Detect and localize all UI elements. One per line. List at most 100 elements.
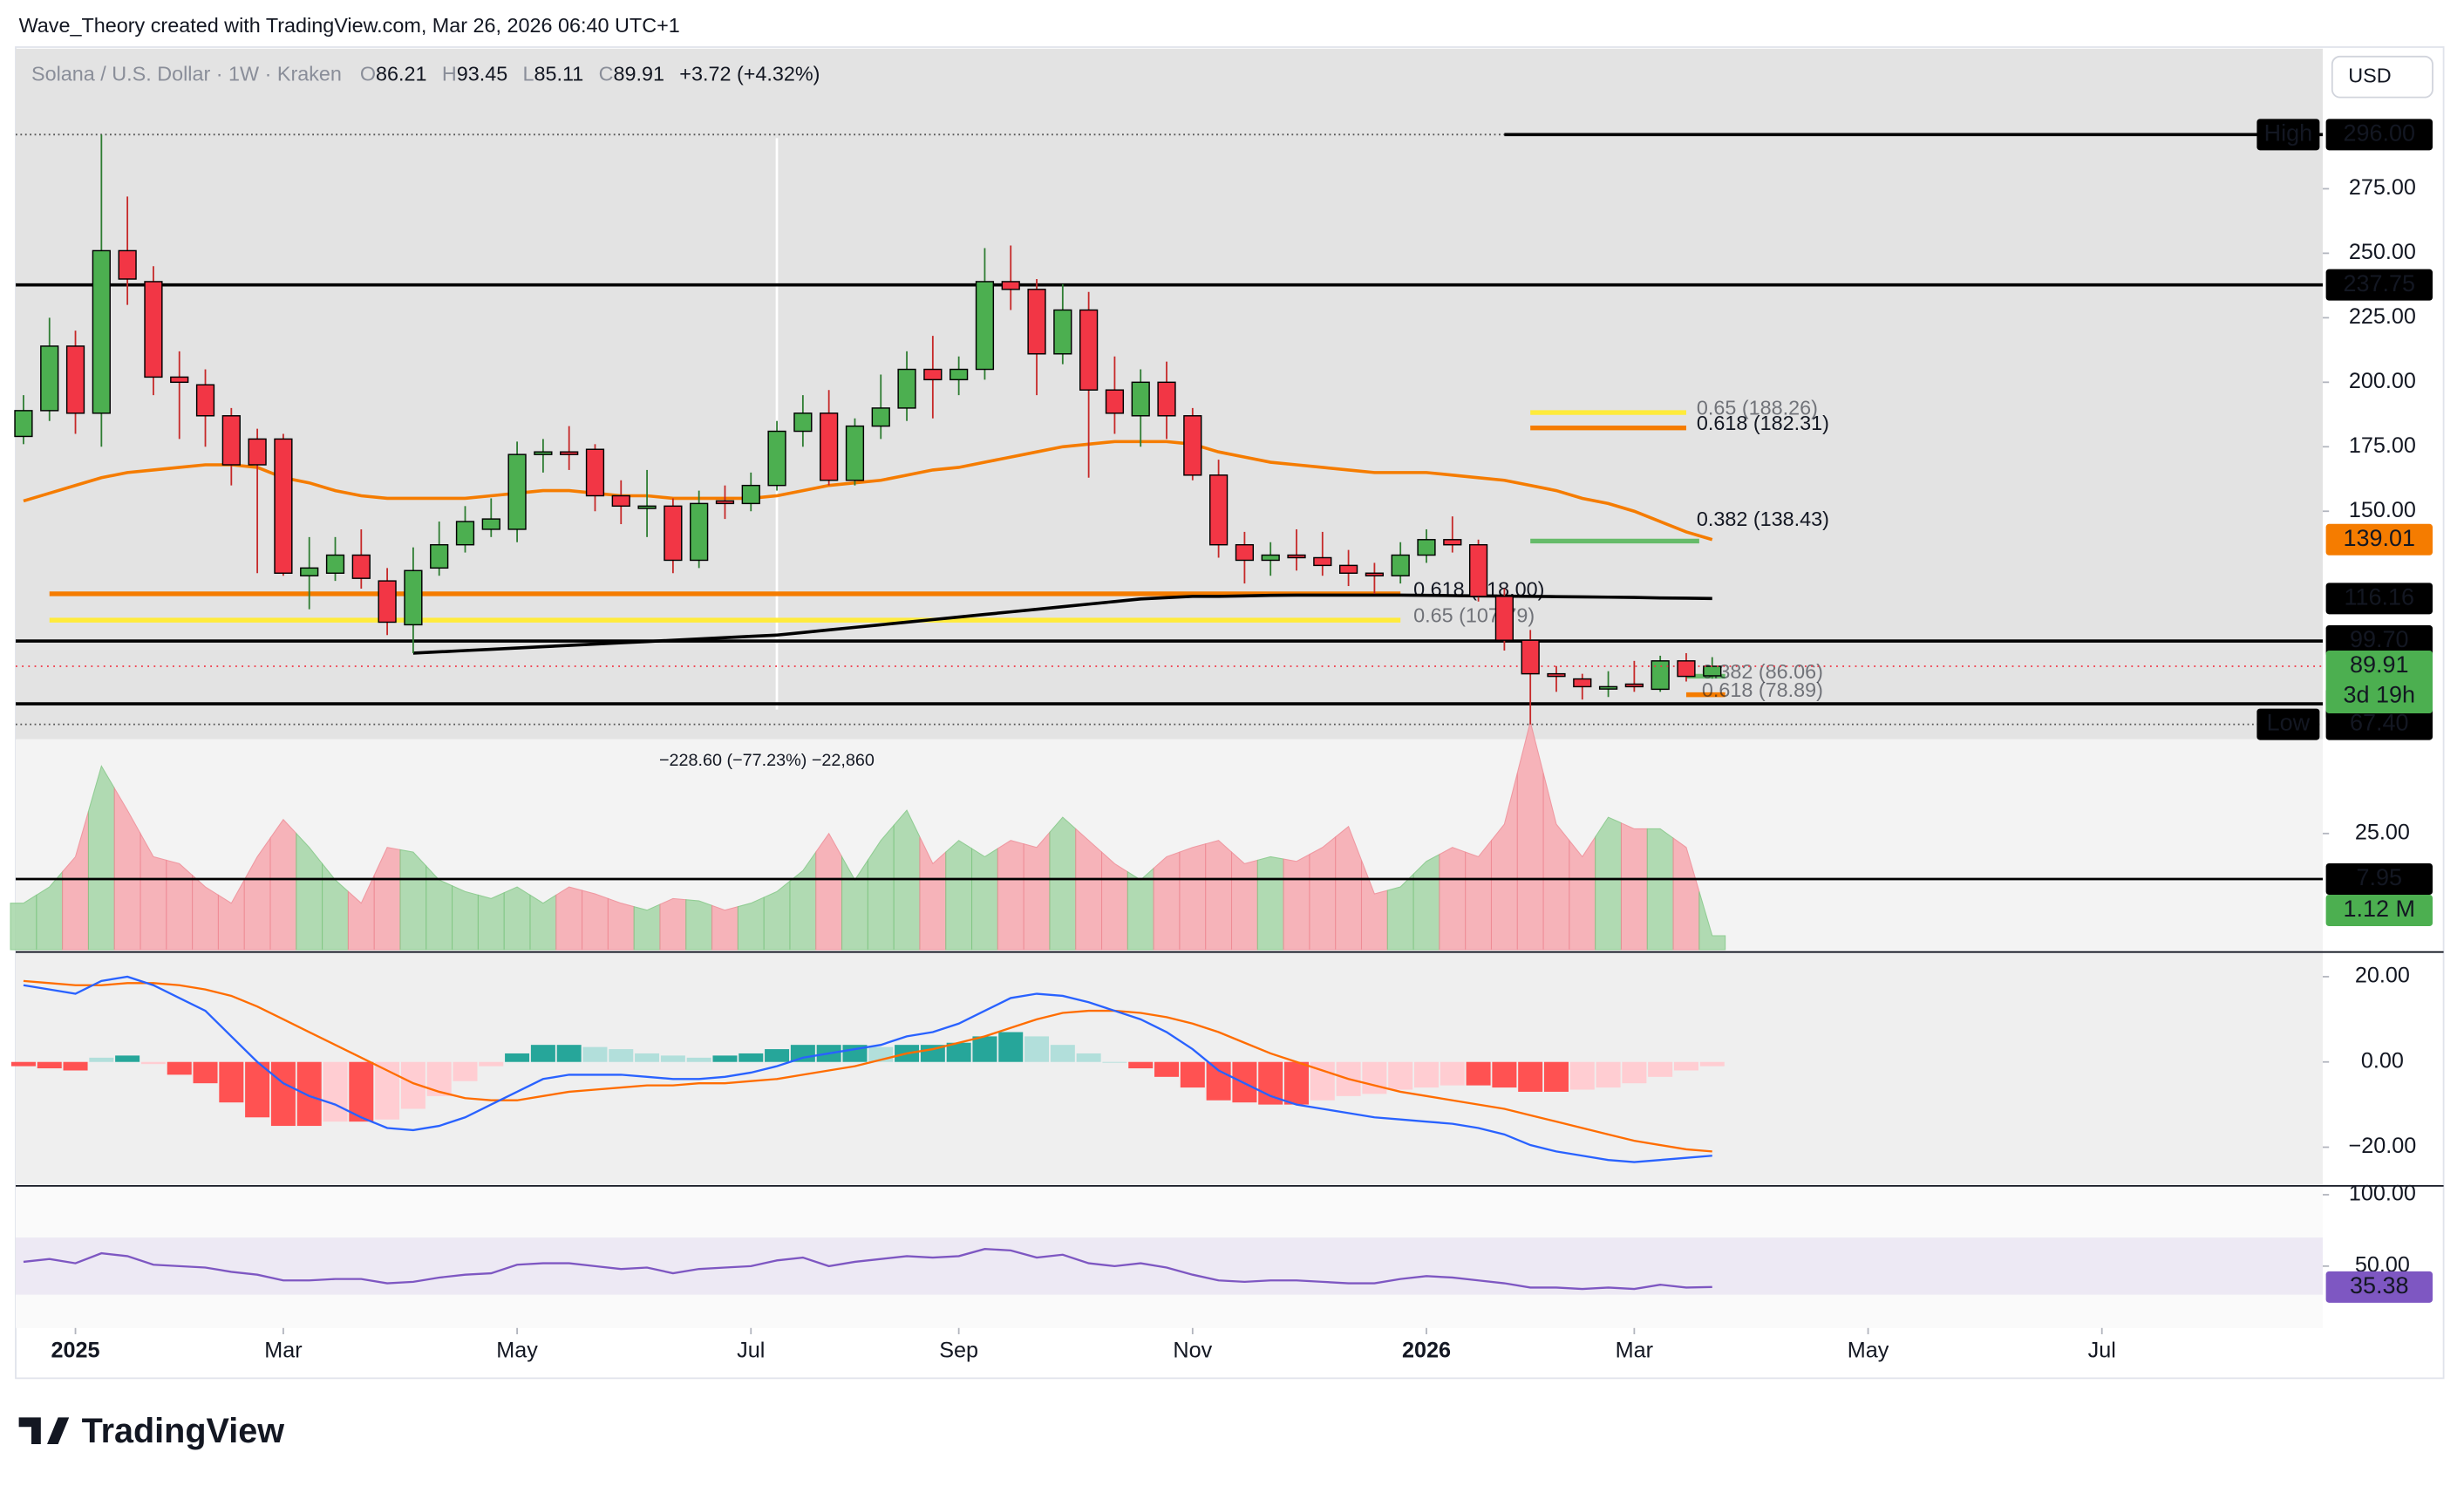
fib-label: 0.382 (138.43): [1697, 508, 1829, 530]
candle-body: [1651, 660, 1670, 691]
currency-button[interactable]: [2331, 55, 2433, 99]
candle-body: [741, 484, 760, 505]
macd-histogram: [219, 1061, 244, 1103]
volume-area: [555, 886, 583, 951]
price-tag: [2325, 1271, 2433, 1303]
attribution: Wave_Theory created with TradingView.com…: [19, 14, 680, 37]
rsi-band: [16, 1237, 2323, 1295]
volume-area: [1075, 828, 1103, 951]
candle-body: [560, 451, 579, 455]
volume-area: [1542, 773, 1570, 951]
candle-body: [1365, 572, 1385, 576]
macd-line: [23, 975, 1712, 1163]
candle-body: [871, 407, 890, 427]
level-tag: [2256, 708, 2320, 740]
volume-area: [1335, 825, 1363, 951]
volume-area: [1126, 867, 1154, 951]
candle-body: [897, 368, 916, 409]
volume-area: [1049, 816, 1077, 951]
macd-histogram: [739, 1053, 764, 1062]
macd-histogram: [1518, 1061, 1543, 1092]
candle-body: [507, 453, 527, 530]
candle-body: [1598, 685, 1618, 690]
macd-histogram: [1673, 1061, 1698, 1071]
symbol: Solana / U.S. Dollar · 1W · Kraken: [31, 63, 342, 85]
volume-area: [1386, 873, 1414, 951]
macd-histogram: [1569, 1061, 1595, 1090]
macd-histogram: [998, 1032, 1024, 1062]
candle-body: [1079, 309, 1099, 391]
candle-body: [793, 412, 813, 433]
candle-body: [1494, 596, 1514, 641]
macd-histogram: [1154, 1061, 1180, 1077]
macd-histogram: [1440, 1061, 1465, 1086]
candle-body: [1183, 415, 1202, 476]
volume-area: [10, 894, 37, 951]
candle-body: [923, 368, 943, 381]
level-tag-label: High: [2264, 119, 2313, 146]
candle-body: [845, 425, 865, 481]
volume-area: [1569, 835, 1596, 951]
x-tick-label: May: [1848, 1338, 1889, 1362]
price-tag: [2325, 625, 2433, 658]
price-tag-label: 116.16: [2345, 583, 2415, 610]
volume-area: [140, 831, 167, 951]
volume-area: [1439, 847, 1467, 951]
volume-area: [737, 896, 765, 951]
candle-body: [300, 567, 319, 576]
candle-body: [637, 505, 657, 509]
volume-area: [711, 904, 739, 951]
macd-histogram: [349, 1061, 374, 1122]
y-tick-label: 25.00: [2355, 820, 2410, 844]
x-tick-label: 2026: [1402, 1338, 1451, 1362]
candle-body: [92, 249, 111, 414]
volume-area: [1309, 835, 1337, 951]
macd-histogram: [1258, 1061, 1283, 1105]
candle-body: [1443, 539, 1462, 546]
price-tag-label: 35.38: [2350, 1272, 2409, 1299]
volume-area: [1672, 837, 1700, 951]
macd-histogram: [1206, 1061, 1231, 1101]
candle-body: [1677, 660, 1696, 678]
macd-histogram: [1413, 1061, 1439, 1088]
volume-area: [763, 880, 791, 951]
macd-histogram: [193, 1061, 218, 1084]
price-tag: [2325, 708, 2433, 740]
candle-body: [325, 554, 345, 574]
y-tick-label: 0.00: [2361, 1048, 2404, 1073]
candle-body: [404, 569, 423, 626]
volume-area: [1595, 816, 1623, 951]
open-value: 86.21: [376, 63, 426, 85]
candle-body: [1573, 678, 1592, 688]
candle-body: [820, 412, 839, 481]
candle-body: [1001, 281, 1020, 290]
volume-area: [1153, 851, 1181, 951]
change: +3.72 (+4.32%): [679, 63, 820, 85]
level-tag: [2256, 119, 2320, 151]
volume-area: [659, 897, 687, 951]
close-value: 89.91: [614, 63, 665, 85]
volume-area: [477, 891, 505, 951]
candle-body: [351, 554, 371, 579]
candle-body: [1703, 665, 1722, 677]
volume-area: [1516, 721, 1544, 951]
macd-histogram: [1388, 1061, 1413, 1090]
low-letter: L: [523, 63, 534, 85]
fib-label: 0.618 (182.31): [1697, 412, 1829, 434]
volume-area: [87, 765, 115, 951]
macd-histogram: [765, 1049, 790, 1062]
signal-line: [23, 979, 1712, 1153]
candle-body: [1131, 381, 1150, 417]
candle-body: [1053, 309, 1072, 355]
currency[interactable]: USD: [2348, 64, 2391, 86]
price-tag-label: 237.75: [2344, 270, 2416, 297]
candle-body: [975, 281, 995, 371]
y-tick-label: 20.00: [2355, 964, 2410, 988]
macd-histogram: [712, 1055, 738, 1062]
candle-body: [1468, 543, 1488, 597]
macd-histogram: [296, 1061, 322, 1127]
price-tag-label: 67.40: [2350, 710, 2409, 736]
high-letter: H: [442, 63, 457, 85]
x-tick-label: Jul: [737, 1338, 765, 1362]
macd-histogram: [1596, 1061, 1621, 1088]
